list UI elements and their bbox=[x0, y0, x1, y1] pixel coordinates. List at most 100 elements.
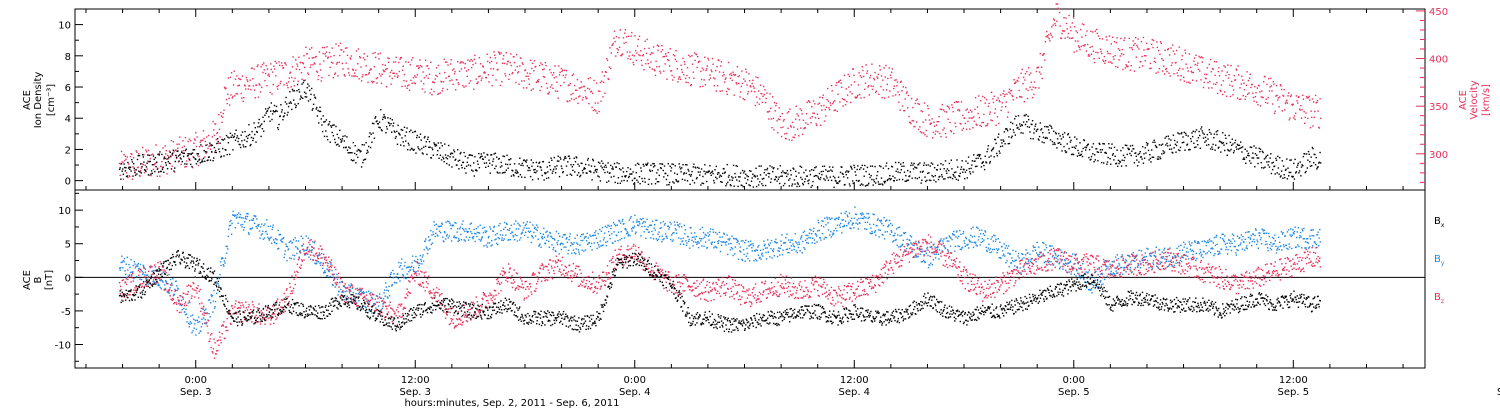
velocity-dot bbox=[122, 178, 125, 180]
by-dot bbox=[679, 243, 682, 245]
density-dot bbox=[394, 137, 397, 139]
velocity-dot bbox=[498, 52, 500, 54]
by-dot bbox=[561, 242, 563, 244]
velocity-dot bbox=[636, 45, 639, 47]
by-dot bbox=[480, 238, 482, 241]
by-dot bbox=[431, 234, 433, 236]
density-dot bbox=[1311, 146, 1314, 149]
density-dot bbox=[944, 178, 946, 180]
velocity-dot bbox=[319, 69, 322, 71]
velocity-dot bbox=[421, 66, 423, 68]
velocity-dot bbox=[1197, 62, 1199, 64]
velocity-dot bbox=[270, 68, 272, 71]
density-dot bbox=[892, 175, 894, 177]
density-dot bbox=[789, 169, 792, 172]
by-dot bbox=[753, 260, 755, 262]
velocity-dot bbox=[206, 136, 208, 138]
by-dot bbox=[599, 228, 601, 231]
velocity-dot bbox=[1280, 85, 1282, 87]
by-dot bbox=[722, 241, 724, 243]
by-dot bbox=[788, 252, 790, 254]
velocity-dot bbox=[1095, 51, 1097, 54]
velocity-dot bbox=[300, 61, 302, 64]
velocity-dot bbox=[772, 96, 774, 98]
velocity-dot bbox=[957, 109, 959, 111]
density-dot bbox=[541, 174, 543, 177]
velocity-dot bbox=[1297, 102, 1299, 104]
density-dot bbox=[732, 164, 735, 167]
density-dot bbox=[1294, 158, 1296, 161]
velocity-dot bbox=[443, 58, 445, 60]
density-dot bbox=[1213, 137, 1215, 139]
density-dot bbox=[971, 160, 974, 162]
velocity-dot bbox=[533, 70, 535, 72]
velocity-dot bbox=[412, 77, 415, 79]
density-dot bbox=[1088, 148, 1091, 151]
by-dot bbox=[144, 274, 146, 276]
by-dot bbox=[626, 231, 628, 233]
density-dot bbox=[316, 106, 318, 109]
velocity-dot bbox=[1043, 53, 1045, 55]
density-dot bbox=[900, 169, 902, 171]
velocity-dot bbox=[1035, 70, 1038, 73]
velocity-dot bbox=[675, 60, 678, 62]
by-dot bbox=[334, 286, 336, 288]
by-dot bbox=[326, 275, 329, 277]
density-dot bbox=[864, 164, 866, 167]
by-dot bbox=[584, 236, 586, 238]
by-dot bbox=[658, 236, 661, 238]
by-dot bbox=[315, 263, 317, 265]
velocity-dot bbox=[1308, 95, 1310, 97]
by-dot bbox=[632, 226, 634, 229]
velocity-dot bbox=[1200, 56, 1203, 58]
by-dot bbox=[343, 298, 345, 301]
by-dot bbox=[389, 275, 391, 277]
velocity-dot bbox=[853, 74, 855, 77]
density-dot bbox=[307, 100, 310, 102]
density-dot bbox=[746, 175, 748, 177]
by-dot bbox=[572, 249, 575, 251]
density-dot bbox=[878, 183, 880, 185]
density-dot bbox=[447, 155, 449, 157]
density-dot bbox=[1251, 157, 1253, 159]
velocity-dot bbox=[1289, 117, 1291, 119]
velocity-dot bbox=[517, 71, 520, 73]
density-dot bbox=[916, 177, 918, 180]
velocity-dot bbox=[244, 85, 246, 87]
density-dot bbox=[887, 178, 889, 181]
velocity-dot bbox=[1020, 72, 1022, 74]
density-dot bbox=[260, 135, 262, 138]
by-dot bbox=[511, 231, 514, 234]
velocity-dot bbox=[725, 77, 727, 79]
velocity-dot bbox=[1161, 58, 1163, 60]
by-dot bbox=[522, 229, 524, 231]
density-dot bbox=[444, 143, 446, 145]
density-dot bbox=[334, 138, 336, 141]
velocity-dot bbox=[1268, 90, 1271, 92]
velocity-dot bbox=[1161, 70, 1164, 72]
velocity-dot bbox=[1284, 109, 1286, 111]
velocity-dot bbox=[1047, 34, 1050, 36]
velocity-dot bbox=[1044, 59, 1046, 61]
velocity-dot bbox=[508, 78, 510, 80]
by-dot bbox=[543, 236, 546, 238]
velocity-dot bbox=[1232, 89, 1235, 91]
velocity-dot bbox=[757, 77, 759, 79]
velocity-dot bbox=[824, 108, 826, 111]
density-dot bbox=[759, 174, 762, 176]
velocity-dot bbox=[777, 132, 779, 134]
velocity-dot bbox=[1154, 57, 1156, 59]
by-dot bbox=[191, 314, 194, 316]
by-dot bbox=[187, 302, 189, 304]
velocity-dot bbox=[688, 54, 690, 56]
by-dot bbox=[545, 239, 548, 242]
by-dot bbox=[724, 242, 727, 244]
velocity-dot bbox=[588, 102, 590, 105]
by-dot bbox=[214, 300, 217, 303]
velocity-dot bbox=[462, 84, 464, 87]
velocity-dot bbox=[899, 109, 901, 111]
by-dot bbox=[648, 231, 650, 233]
density-dot bbox=[699, 174, 701, 176]
density-dot bbox=[812, 169, 815, 171]
by-dot bbox=[682, 240, 684, 242]
